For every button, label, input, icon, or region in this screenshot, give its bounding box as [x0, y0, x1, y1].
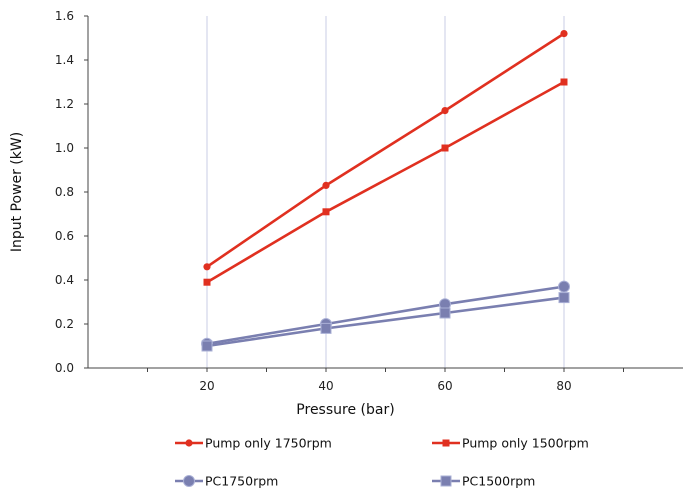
x-tick-label: 40	[318, 379, 333, 393]
legend-label: PC1750rpm	[205, 474, 278, 489]
series-line	[206, 32, 565, 268]
axes	[84, 15, 683, 372]
y-tick-label: 0.2	[55, 317, 74, 331]
data-point	[439, 307, 451, 319]
x-tick-label: 80	[556, 379, 571, 393]
y-tick-label: 0.4	[55, 273, 74, 287]
y-tick-label: 1.2	[55, 97, 74, 111]
data-point	[322, 208, 330, 216]
data-point	[320, 322, 332, 334]
y-axis-title: Input Power (kW)	[9, 132, 25, 252]
x-tick-labels: 20 40 60 80	[199, 379, 571, 393]
series-line	[206, 296, 565, 348]
y-tick-label: 0.8	[55, 185, 74, 199]
legend-label: PC1500rpm	[462, 474, 535, 489]
series-3	[201, 292, 570, 352]
y-tick-label: 0.6	[55, 229, 74, 243]
data-point	[560, 29, 568, 38]
legend-label: Pump only 1500rpm	[462, 436, 589, 451]
y-tick-labels: 0.0 0.2 0.4 0.6 0.8 1.0 1.2 1.4 1.6	[55, 9, 74, 375]
data-point	[322, 181, 330, 189]
series-line	[206, 80, 565, 284]
gridlines	[206, 16, 565, 368]
x-axis-title: Pressure (bar)	[296, 402, 394, 418]
series-0	[203, 29, 568, 271]
legend-marker	[440, 475, 452, 487]
data-point	[441, 107, 449, 115]
legend-item-3: PC1500rpm	[432, 474, 535, 489]
legend-marker	[183, 475, 195, 487]
series-1	[203, 78, 568, 286]
data-point	[201, 340, 213, 352]
series-group	[201, 29, 570, 352]
y-tick-label: 1.6	[55, 9, 74, 23]
y-tick-label: 1.4	[55, 53, 74, 67]
data-point	[203, 263, 211, 271]
legend-item-2: PC1750rpm	[175, 474, 278, 489]
legend: Pump only 1750rpm Pump only 1500rpm PC1750…	[175, 436, 589, 489]
legend-marker	[442, 439, 450, 447]
data-point	[560, 78, 568, 86]
data-point	[203, 278, 211, 286]
data-point	[558, 280, 570, 293]
legend-label: Pump only 1750rpm	[205, 436, 332, 451]
legend-item-0: Pump only 1750rpm	[175, 436, 332, 451]
legend-marker	[185, 439, 193, 447]
data-point	[558, 292, 570, 304]
y-tick-label: 1.0	[55, 141, 74, 155]
y-tick-label: 0.0	[55, 361, 74, 375]
x-tick-label: 20	[199, 379, 214, 393]
x-tick-label: 60	[437, 379, 452, 393]
series-line	[206, 285, 565, 346]
legend-item-1: Pump only 1500rpm	[432, 436, 589, 451]
data-point	[441, 144, 449, 152]
